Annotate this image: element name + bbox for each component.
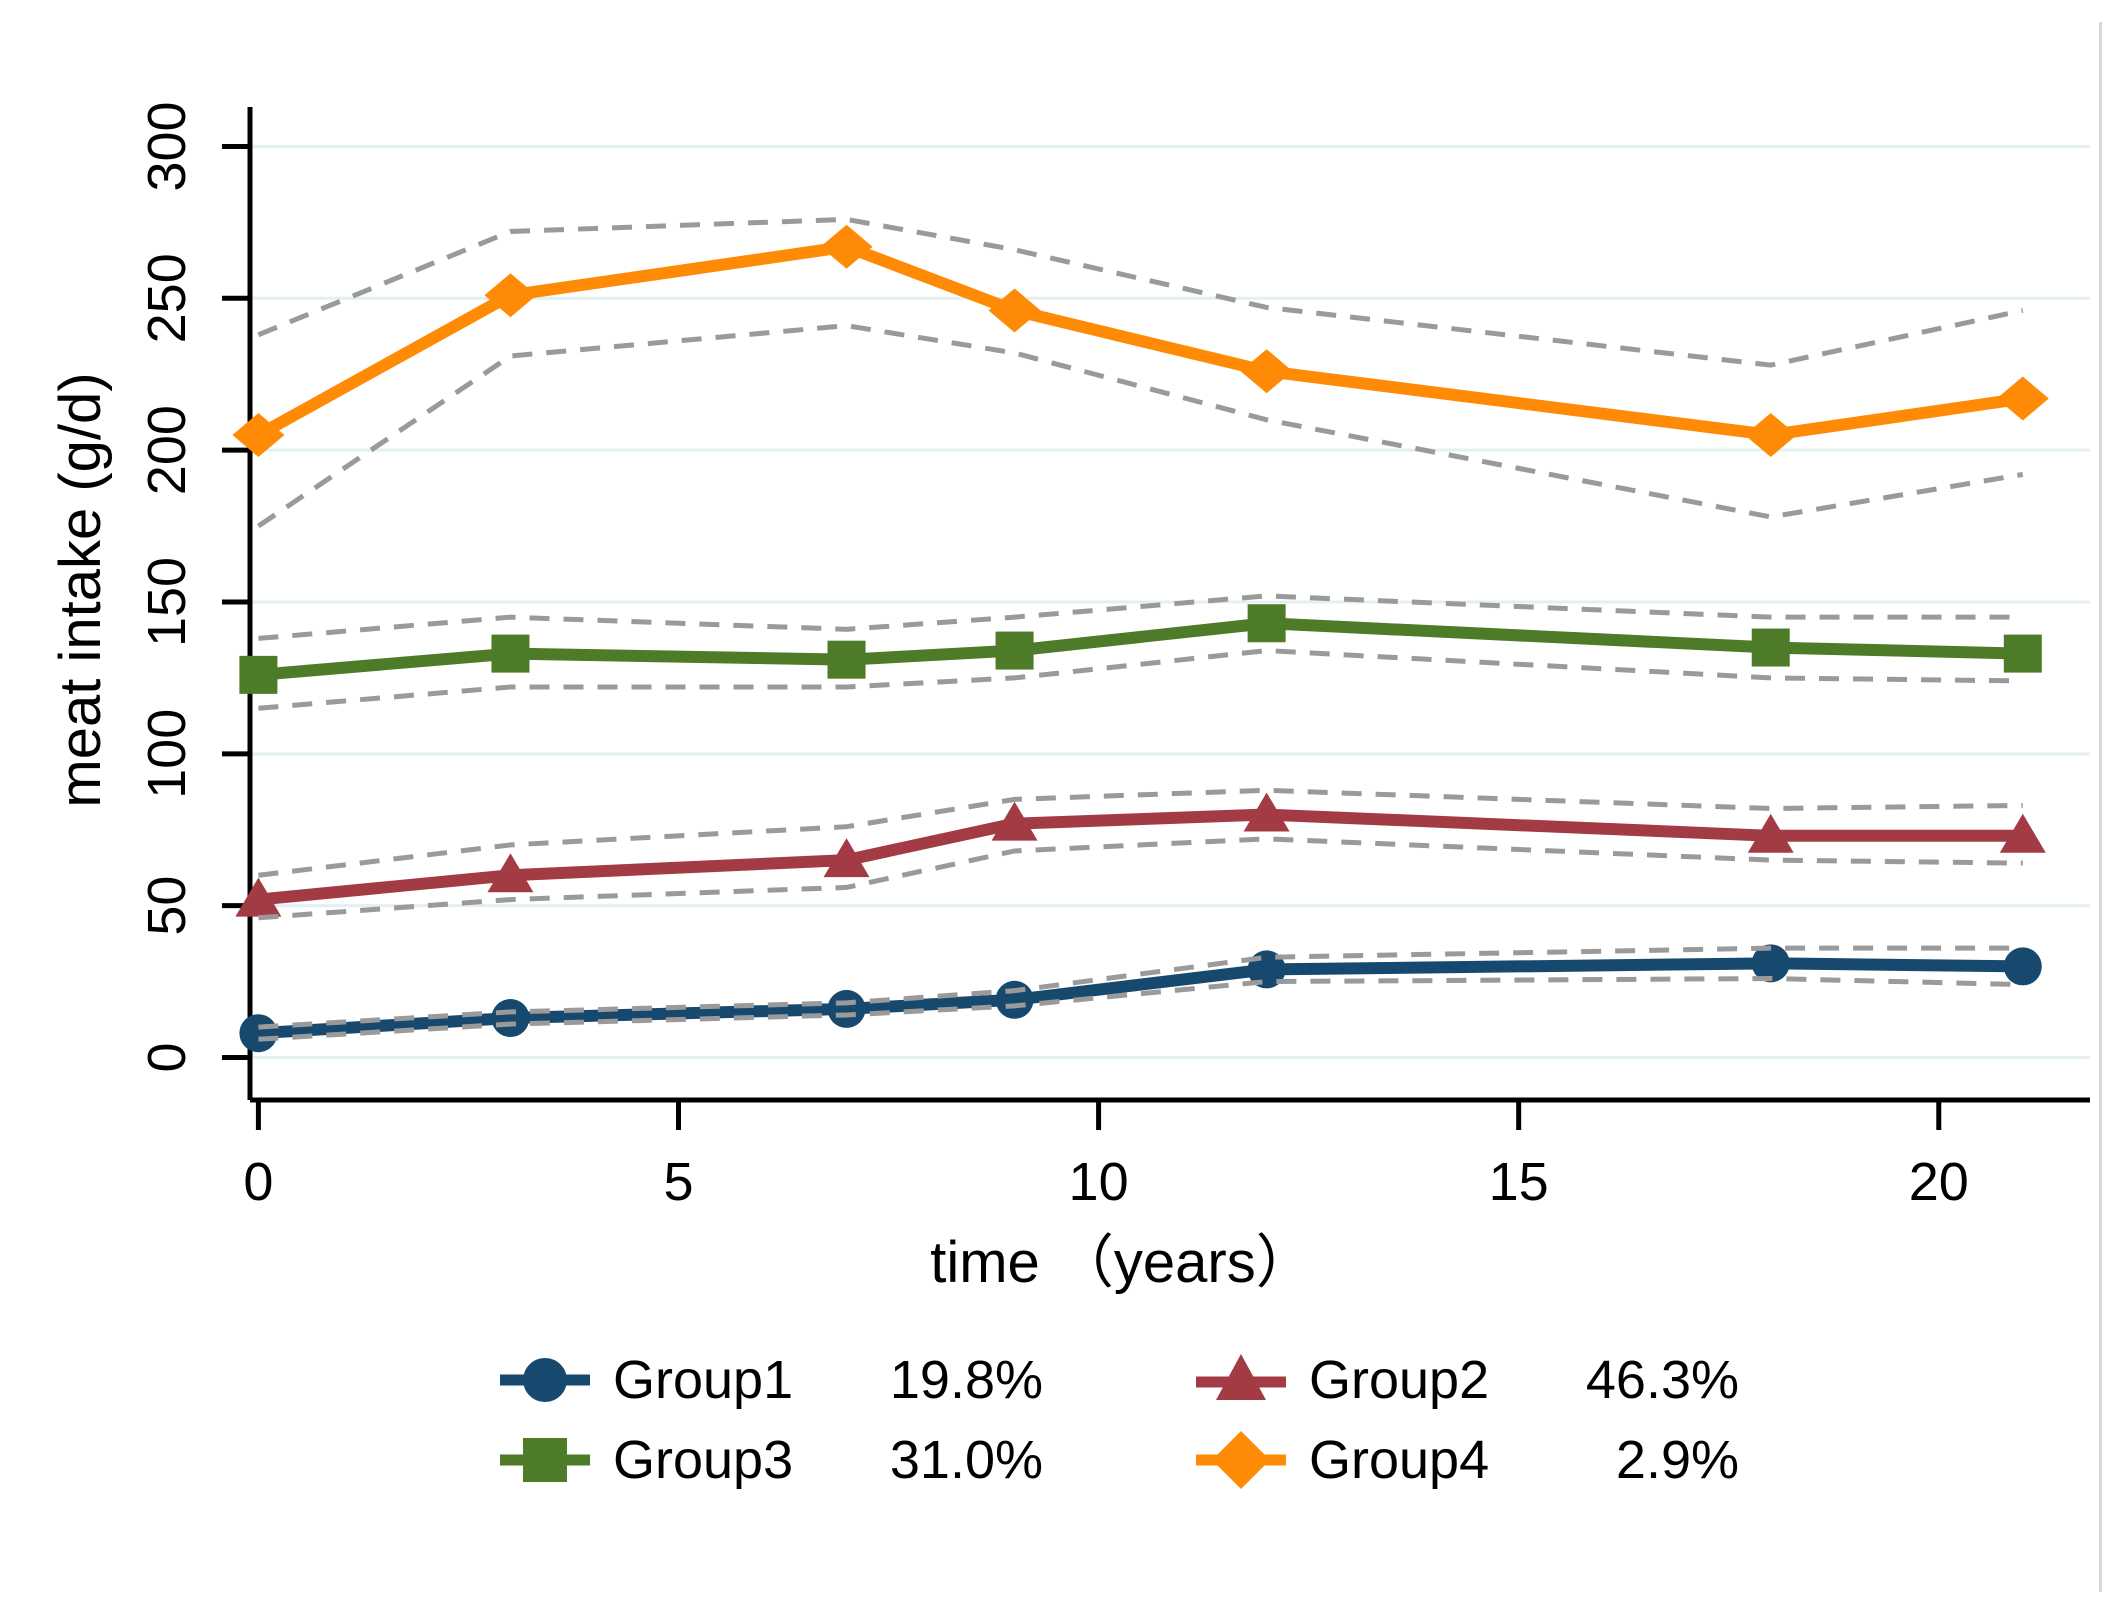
group1-marker (2003, 947, 2042, 986)
group4-marker (484, 273, 537, 318)
legend-entry-group2: Group2 46.3% (1193, 1348, 1739, 1412)
legend-percentage: 2.9% (1615, 1430, 1739, 1490)
group3-marker (827, 640, 866, 679)
legend-label: Group4 (1309, 1430, 1490, 1490)
group3-marker (491, 634, 530, 673)
line-chart-canvas: 0 50 100 150 200 250 300 0 5 10 15 20 meat intake (… (48, 101, 2090, 1295)
group2-marker (487, 853, 534, 893)
y-tick-label: 150 (137, 557, 197, 647)
group2-marker (1243, 792, 1290, 832)
y-tick-label: 200 (137, 405, 197, 495)
y-tick-label: 50 (137, 876, 197, 936)
legend-diamond-icon (1196, 1431, 1286, 1489)
group1-marker (827, 989, 866, 1028)
x-tick-label: 10 (1069, 1152, 1129, 1212)
legend-triangle-icon (1196, 1354, 1286, 1400)
legend-entry-group1: Group1 19.8% (497, 1348, 1043, 1412)
legend-percentage: 31.0% (889, 1430, 1043, 1490)
group3-marker (995, 631, 1034, 670)
group3-marker (1751, 628, 1790, 667)
group3-marker (1247, 604, 1286, 643)
group2-marker (823, 838, 870, 878)
legend-square-icon (500, 1438, 590, 1482)
legend-entry-group3: Group3 31.0% (497, 1428, 1043, 1492)
ci-upper-group3 (258, 593, 2023, 641)
group1-marker (1751, 944, 1790, 983)
group2-marker (991, 801, 1038, 841)
group1-marker (491, 999, 530, 1038)
legend-percentage: 19.8% (889, 1350, 1043, 1410)
group2-marker (1999, 813, 2046, 853)
group4-marker (1744, 412, 1797, 457)
group4-marker (1240, 349, 1293, 394)
group1-marker (995, 980, 1034, 1019)
x-axis-title: time （years） (930, 1230, 1314, 1295)
page-edge-divider (2099, 22, 2102, 1592)
group3-marker (239, 655, 278, 694)
series-line-group4 (252, 240, 2029, 441)
group4-marker (1996, 376, 2049, 421)
y-tick-label: 250 (137, 253, 197, 343)
ci-lower-group1 (258, 976, 2023, 1042)
legend-percentage: 46.3% (1585, 1350, 1739, 1410)
y-tick-label: 0 (137, 1042, 197, 1072)
legend-entry-group4: Group4 2.9% (1193, 1428, 1739, 1492)
legend-circle-icon (500, 1358, 590, 1402)
ci-upper-group2 (258, 787, 2023, 878)
x-tick-label: 15 (1489, 1152, 1549, 1212)
y-axis-title: meat intake (g/d) (48, 372, 113, 807)
ci-lower-group3 (258, 648, 2023, 711)
legend-label: Group2 (1309, 1350, 1490, 1410)
ci-upper-group4 (257, 216, 2024, 368)
group2-marker (1747, 813, 1794, 853)
legend: Group1 19.8% Group2 46.3% Group3 31.0% (497, 1348, 1739, 1492)
x-tick-label: 20 (1909, 1152, 1969, 1212)
legend-label: Group1 (613, 1350, 794, 1410)
legend-label: Group3 (613, 1430, 794, 1490)
ci-upper-group1 (258, 945, 2023, 1030)
group3-marker (2003, 634, 2042, 673)
y-tick-label: 300 (137, 101, 197, 191)
y-tick-label: 100 (137, 709, 197, 799)
x-tick-label: 5 (663, 1152, 693, 1212)
group4-marker (988, 288, 1041, 333)
plot-area: 0 50 100 150 200 250 300 0 5 10 15 20 (137, 101, 2090, 1212)
group1-marker (239, 1014, 278, 1053)
group2-marker (235, 877, 282, 917)
x-tick-label: 0 (243, 1152, 273, 1212)
ci-lower-group2 (258, 836, 2023, 921)
group4-marker (232, 412, 285, 457)
group4-marker (820, 224, 873, 269)
